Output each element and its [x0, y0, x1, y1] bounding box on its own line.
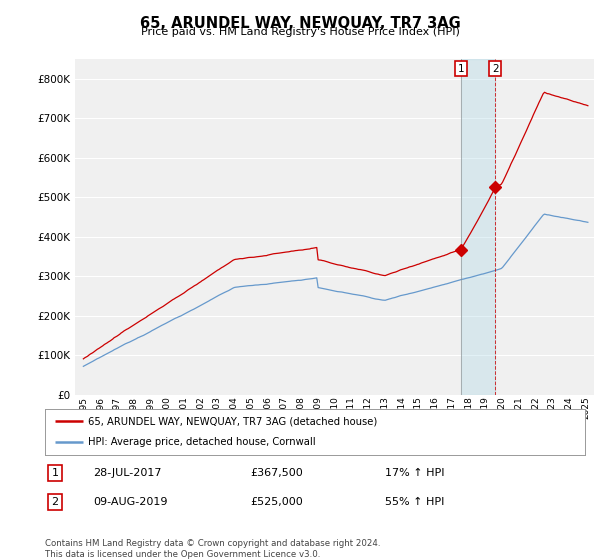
Text: HPI: Average price, detached house, Cornwall: HPI: Average price, detached house, Corn… [88, 437, 316, 447]
Bar [461, 59, 496, 395]
Text: Contains HM Land Registry data © Crown copyright and database right 2024.
This d: Contains HM Land Registry data © Crown c… [45, 539, 380, 559]
Text: 65, ARUNDEL WAY, NEWQUAY, TR7 3AG (detached house): 65, ARUNDEL WAY, NEWQUAY, TR7 3AG (detac… [88, 416, 377, 426]
Text: 17% ↑ HPI: 17% ↑ HPI [385, 468, 445, 478]
Text: 09-AUG-2019: 09-AUG-2019 [94, 497, 168, 507]
Text: 2: 2 [52, 497, 59, 507]
Text: 2: 2 [492, 64, 499, 74]
Text: 1: 1 [52, 468, 58, 478]
Text: 55% ↑ HPI: 55% ↑ HPI [385, 497, 445, 507]
Text: 1: 1 [458, 64, 464, 74]
Text: 28-JUL-2017: 28-JUL-2017 [94, 468, 162, 478]
Text: Price paid vs. HM Land Registry's House Price Index (HPI): Price paid vs. HM Land Registry's House … [140, 27, 460, 37]
Text: £525,000: £525,000 [250, 497, 303, 507]
Text: 65, ARUNDEL WAY, NEWQUAY, TR7 3AG: 65, ARUNDEL WAY, NEWQUAY, TR7 3AG [140, 16, 460, 31]
Text: £367,500: £367,500 [250, 468, 303, 478]
